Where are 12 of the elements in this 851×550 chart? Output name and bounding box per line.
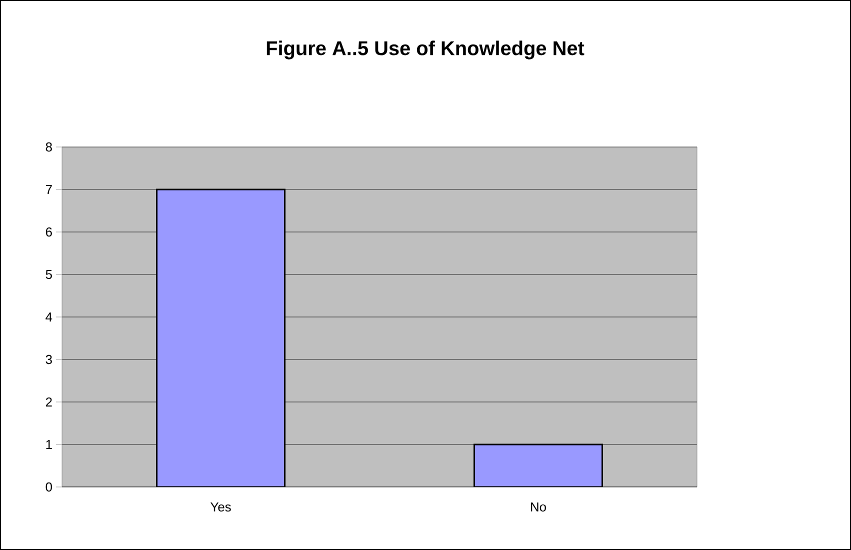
x-tick-label: Yes <box>210 502 231 512</box>
y-tick-label: 7 <box>46 185 52 194</box>
y-tick-label: 5 <box>46 270 52 279</box>
x-tick-label: No <box>531 502 546 512</box>
y-tick-label: 6 <box>46 227 52 237</box>
y-tick-label: 0 <box>46 482 52 492</box>
y-tick-label: 4 <box>46 312 52 322</box>
chart-title: Figure A..5 Use of Knowledge Net <box>266 40 584 60</box>
y-tick-label: 8 <box>46 142 52 152</box>
y-tick-label: 3 <box>46 354 52 364</box>
y-tick-label: 1 <box>46 440 52 449</box>
y-tick-label: 2 <box>46 397 52 407</box>
